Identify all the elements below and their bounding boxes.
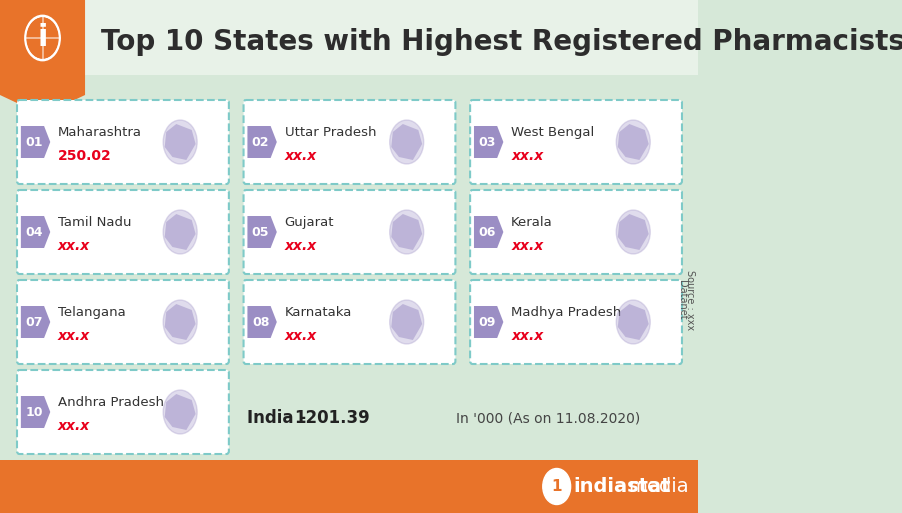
Circle shape [163,210,197,254]
Polygon shape [474,306,502,338]
Circle shape [390,300,423,344]
FancyBboxPatch shape [470,280,681,364]
Polygon shape [21,306,51,338]
Polygon shape [474,126,502,158]
Circle shape [542,468,570,504]
FancyBboxPatch shape [0,460,697,513]
FancyBboxPatch shape [17,100,228,184]
Circle shape [27,18,58,58]
Text: Telangana: Telangana [58,306,125,319]
Text: Madhya Pradesh: Madhya Pradesh [511,306,621,319]
Text: xx.x: xx.x [511,149,543,163]
Text: Karnataka: Karnataka [284,306,352,319]
Text: xx.x: xx.x [284,329,317,343]
Text: xx.x: xx.x [511,239,543,253]
Text: i: i [37,24,48,52]
Circle shape [390,210,423,254]
Polygon shape [164,124,196,160]
Text: Maharashtra: Maharashtra [58,126,142,139]
Circle shape [390,120,423,164]
Text: xx.x: xx.x [58,239,90,253]
Text: 10: 10 [25,405,42,419]
Text: 06: 06 [478,226,495,239]
Text: xx.x: xx.x [58,329,90,343]
Text: Andhra Pradesh: Andhra Pradesh [58,396,164,409]
Polygon shape [391,214,422,250]
Text: 09: 09 [478,315,495,328]
Circle shape [163,390,197,434]
Text: 07: 07 [25,315,42,328]
FancyBboxPatch shape [17,370,228,454]
Text: 1201.39: 1201.39 [293,409,369,427]
FancyBboxPatch shape [244,280,455,364]
Polygon shape [617,214,648,250]
FancyBboxPatch shape [244,190,455,274]
Text: Top 10 States with Highest Registered Pharmacists: Top 10 States with Highest Registered Ph… [100,28,902,56]
Text: media: media [627,477,687,496]
Polygon shape [247,306,277,338]
Text: 250.02: 250.02 [58,149,112,163]
Text: Uttar Pradesh: Uttar Pradesh [284,126,375,139]
Text: Kerala: Kerala [511,216,552,229]
Circle shape [163,300,197,344]
Polygon shape [617,124,648,160]
Polygon shape [21,216,51,248]
Text: xx.x: xx.x [58,419,90,433]
Text: xx.x: xx.x [284,239,317,253]
Text: indiastat: indiastat [573,477,670,496]
Text: 03: 03 [478,135,495,148]
FancyBboxPatch shape [244,100,455,184]
Polygon shape [21,396,51,428]
Text: India -: India - [247,409,312,427]
Text: In '000 (As on 11.08.2020): In '000 (As on 11.08.2020) [456,411,640,425]
Text: 04: 04 [25,226,42,239]
Polygon shape [391,124,422,160]
Polygon shape [474,216,502,248]
Text: 02: 02 [252,135,269,148]
Text: xx.x: xx.x [511,329,543,343]
Text: 01: 01 [25,135,42,148]
Text: 08: 08 [252,315,269,328]
Text: Source : xxx: Source : xxx [684,270,694,330]
Text: Gujarat: Gujarat [284,216,334,229]
Text: 1: 1 [551,479,561,494]
Polygon shape [0,0,85,115]
Text: Tamil Nadu: Tamil Nadu [58,216,132,229]
Polygon shape [21,126,51,158]
Text: West Bengal: West Bengal [511,126,594,139]
Circle shape [163,120,197,164]
Circle shape [615,300,649,344]
Polygon shape [247,126,277,158]
Polygon shape [164,214,196,250]
FancyBboxPatch shape [0,0,697,75]
Polygon shape [247,216,277,248]
Polygon shape [617,304,648,340]
FancyBboxPatch shape [8,90,687,470]
FancyBboxPatch shape [17,280,228,364]
Circle shape [615,210,649,254]
Circle shape [615,120,649,164]
Text: xx.x: xx.x [284,149,317,163]
FancyBboxPatch shape [470,190,681,274]
FancyBboxPatch shape [17,190,228,274]
Text: 05: 05 [252,226,269,239]
Polygon shape [164,304,196,340]
Text: Datanet: Datanet [676,280,686,320]
Polygon shape [391,304,422,340]
Polygon shape [164,394,196,430]
FancyBboxPatch shape [470,100,681,184]
